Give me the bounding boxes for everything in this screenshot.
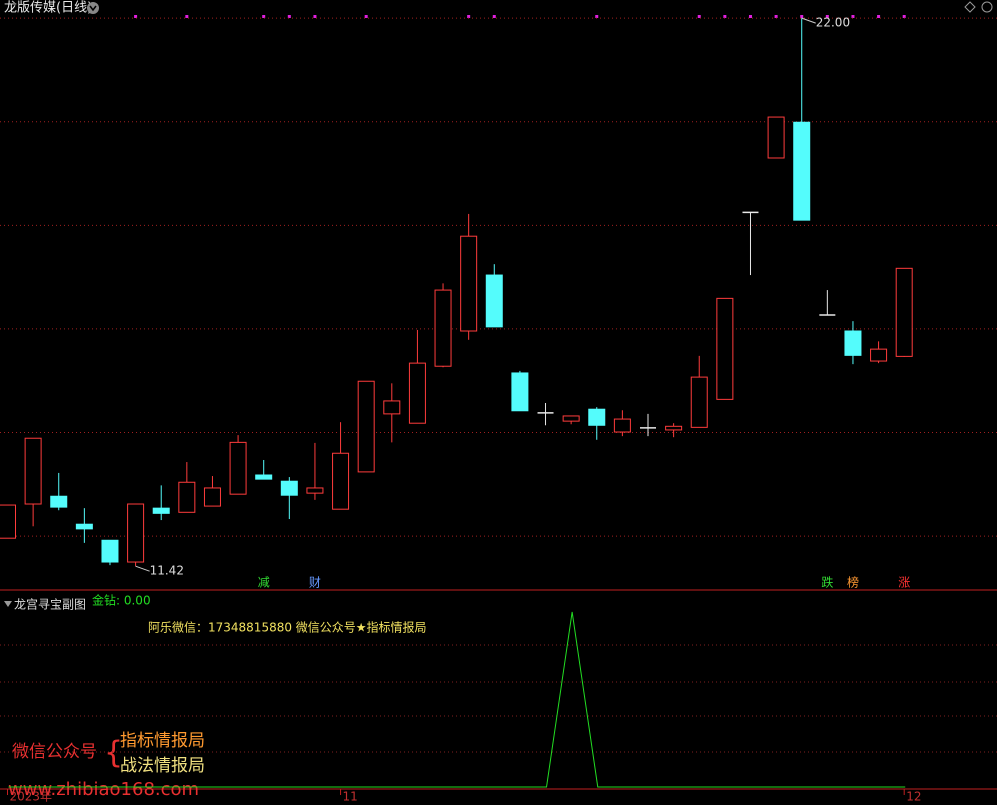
candle-body bbox=[588, 408, 606, 426]
marker bbox=[492, 15, 496, 18]
marker bbox=[134, 15, 138, 18]
marker bbox=[185, 15, 189, 18]
candle-body bbox=[178, 481, 196, 513]
signal: 跌 bbox=[821, 575, 833, 590]
marker bbox=[262, 15, 266, 18]
marker bbox=[697, 15, 701, 18]
candle-body bbox=[613, 418, 631, 433]
diamond-icon[interactable] bbox=[964, 1, 976, 13]
candle-body bbox=[716, 297, 734, 400]
marker bbox=[595, 15, 599, 18]
marker bbox=[467, 15, 471, 18]
candle-body bbox=[24, 437, 42, 505]
top-markers bbox=[134, 15, 906, 18]
signal: 涨 bbox=[898, 575, 910, 590]
marker bbox=[748, 15, 752, 18]
candle-body bbox=[511, 372, 529, 412]
x-tick-label: 2023年 bbox=[10, 790, 53, 804]
sub-icon bbox=[4, 601, 12, 607]
candle-body bbox=[844, 330, 862, 356]
annotation: 11.42 bbox=[150, 564, 184, 578]
marker bbox=[774, 15, 778, 18]
candle-body bbox=[101, 539, 119, 563]
candle-body bbox=[434, 289, 452, 367]
candle-body bbox=[460, 235, 478, 332]
menu-icon[interactable] bbox=[87, 2, 99, 14]
marker bbox=[902, 15, 906, 18]
signal: 财 bbox=[309, 576, 321, 590]
x-tick-label: 12 bbox=[906, 790, 921, 804]
marker bbox=[364, 15, 368, 18]
candle-body bbox=[485, 274, 503, 328]
annotation: 22.00 bbox=[816, 16, 850, 30]
marker bbox=[825, 15, 829, 18]
candle-body bbox=[562, 415, 580, 422]
candle-body bbox=[0, 504, 16, 539]
menu-arrow bbox=[89, 5, 97, 12]
marker bbox=[877, 15, 881, 18]
candle-body bbox=[895, 267, 913, 357]
x-tick-label: 11 bbox=[343, 790, 358, 804]
chart-title: 龙版传媒(日线) bbox=[4, 1, 92, 16]
candle-body bbox=[50, 495, 68, 508]
candle-body bbox=[306, 487, 324, 494]
annotation-arrow bbox=[801, 17, 816, 24]
marker bbox=[851, 15, 855, 18]
candle-body bbox=[280, 480, 298, 496]
candle-body bbox=[408, 362, 426, 424]
candle-body bbox=[127, 503, 145, 563]
candle-body bbox=[767, 116, 785, 159]
candle-body bbox=[229, 441, 247, 495]
signal: 减 bbox=[258, 576, 270, 590]
marker bbox=[287, 15, 291, 18]
candle-body bbox=[665, 425, 683, 431]
indicator-line bbox=[8, 611, 906, 788]
marker bbox=[723, 15, 727, 18]
marker bbox=[800, 15, 804, 18]
sub-title: 龙宫寻宝副图 bbox=[14, 597, 86, 612]
candle-body bbox=[690, 376, 708, 428]
candle-body bbox=[870, 348, 888, 362]
candle-body bbox=[332, 452, 350, 510]
marker bbox=[313, 15, 317, 18]
close-icon[interactable] bbox=[981, 1, 993, 13]
candle-body bbox=[357, 380, 375, 473]
candle-body bbox=[203, 487, 221, 507]
note: 阿乐微信：17348815880 微信公众号★指标情报局 bbox=[148, 620, 427, 635]
indicator-label: 金钻: 0.00 bbox=[92, 593, 151, 608]
candle-body bbox=[75, 523, 93, 530]
candle-body bbox=[255, 474, 273, 480]
brace: { bbox=[104, 736, 123, 771]
watermark-url: www.zhibiao168.com bbox=[8, 779, 199, 800]
candle-body bbox=[152, 507, 170, 514]
watermark-brand: 微信公众号 bbox=[12, 742, 97, 762]
candle-body bbox=[793, 121, 811, 221]
signal: 榜 bbox=[847, 575, 859, 590]
candle-body bbox=[383, 400, 401, 415]
watermark-line: 战法情报局 bbox=[120, 756, 205, 776]
annotation-arrow bbox=[135, 565, 150, 572]
watermark-line: 指标情报局 bbox=[120, 731, 205, 751]
